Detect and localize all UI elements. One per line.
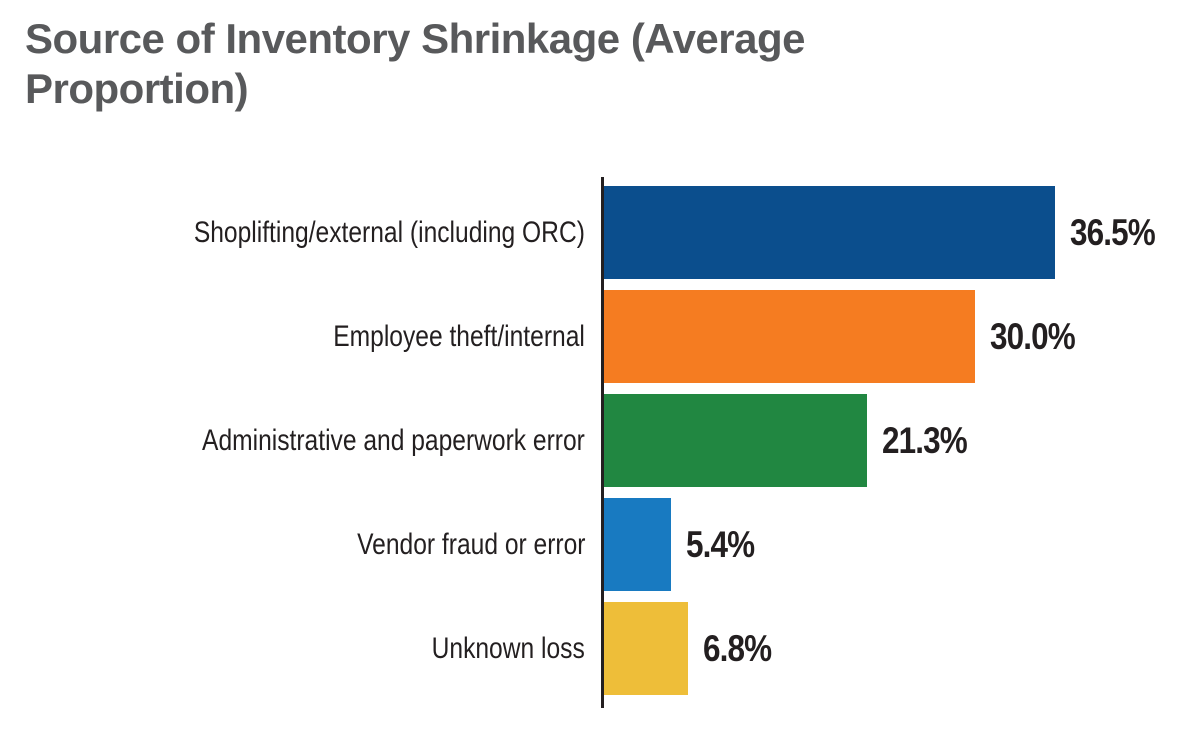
category-label-text: Employee theft/internal (333, 319, 585, 353)
bar-row: Shoplifting/external (including ORC) 36.… (0, 186, 1177, 279)
category-label: Shoplifting/external (including ORC) (0, 186, 585, 279)
category-label: Unknown loss (0, 602, 585, 695)
bar (604, 394, 867, 487)
chart-title: Source of Inventory Shrinkage (Average Pr… (25, 14, 1035, 114)
bar-area: 21.3% (604, 394, 1177, 487)
bar-row: Employee theft/internal 30.0% (0, 290, 1177, 383)
category-label-text: Administrative and paperwork error (202, 423, 585, 457)
bar (604, 186, 1055, 279)
category-label: Employee theft/internal (0, 290, 585, 383)
value-label: 21.3% (882, 419, 968, 461)
bar (604, 602, 688, 695)
category-label: Vendor fraud or error (0, 498, 585, 591)
value-label: 6.8% (703, 627, 772, 669)
bar-area: 6.8% (604, 602, 1177, 695)
bar-row: Administrative and paperwork error 21.3% (0, 394, 1177, 487)
bar-area: 5.4% (604, 498, 1177, 591)
y-axis-line (601, 177, 604, 708)
bar-rows: Shoplifting/external (including ORC) 36.… (0, 186, 1177, 695)
bar-area: 30.0% (604, 290, 1177, 383)
bar-area: 36.5% (604, 186, 1177, 279)
value-label: 30.0% (990, 315, 1076, 357)
category-label: Administrative and paperwork error (0, 394, 585, 487)
bar (604, 290, 975, 383)
bar-row: Unknown loss 6.8% (0, 602, 1177, 695)
bar-row: Vendor fraud or error 5.4% (0, 498, 1177, 591)
chart-title-line-2: Proportion) (25, 65, 249, 112)
category-label-text: Unknown loss (431, 631, 585, 665)
bar (604, 498, 671, 591)
value-label: 36.5% (1070, 211, 1156, 253)
chart-title-line-1: Source of Inventory Shrinkage (Average (25, 15, 806, 62)
category-label-text: Vendor fraud or error (356, 527, 585, 561)
category-label-text: Shoplifting/external (including ORC) (193, 215, 585, 249)
value-label: 5.4% (686, 523, 755, 565)
